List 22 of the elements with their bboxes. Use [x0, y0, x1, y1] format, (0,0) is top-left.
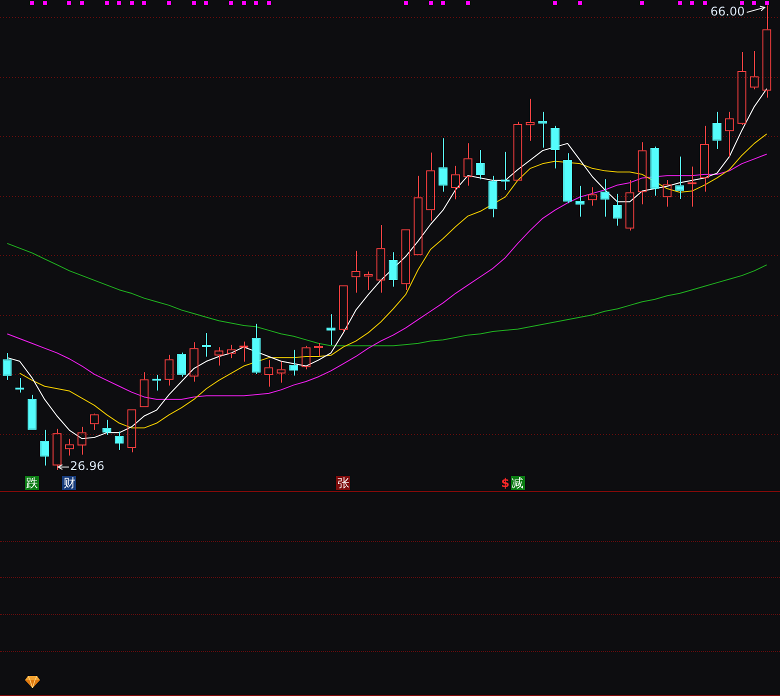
- annotation: 跌: [25, 476, 40, 490]
- annotation: 减: [510, 476, 525, 490]
- candlestick: [675, 156, 684, 200]
- candlestick: [488, 175, 498, 218]
- candlestick: [712, 111, 722, 150]
- candlestick: [550, 125, 560, 169]
- candlestick: [326, 314, 336, 346]
- candlestick: [252, 323, 261, 374]
- annotation: 26.96: [70, 459, 104, 474]
- annotation: $: [500, 476, 510, 490]
- candlestick: [102, 419, 112, 436]
- candlestick: [650, 146, 660, 196]
- candlestick: [388, 252, 398, 288]
- annotation: 66.00: [710, 4, 745, 18]
- candlestick: [2, 352, 12, 380]
- annotation: 财: [62, 476, 76, 490]
- annotation: 张: [336, 476, 350, 490]
- candlestick: [177, 352, 186, 378]
- candlestick: [438, 138, 448, 192]
- candlestick: [40, 429, 50, 466]
- candlestick: [563, 152, 572, 204]
- candlestick: [28, 394, 37, 430]
